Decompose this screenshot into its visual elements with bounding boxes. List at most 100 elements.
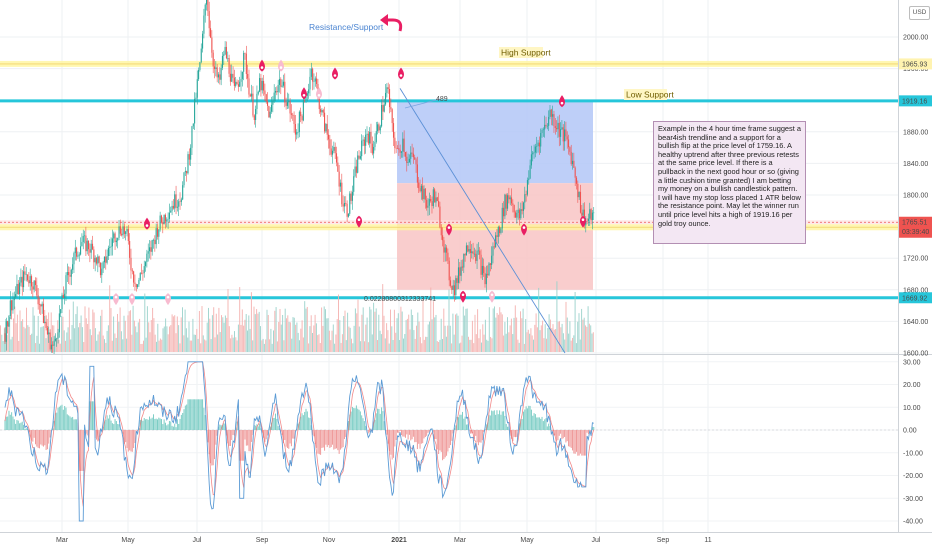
volume-bar xyxy=(496,312,498,352)
osc-histogram-bar xyxy=(566,430,568,442)
candle-body xyxy=(286,102,288,106)
candle-body xyxy=(443,240,445,253)
candle-body xyxy=(391,109,393,124)
osc-histogram-bar xyxy=(501,411,503,430)
osc-histogram-bar xyxy=(141,419,143,430)
osc-histogram-bar xyxy=(321,430,323,448)
volume-bar xyxy=(109,285,111,352)
volume-bar xyxy=(46,318,48,352)
candle-body xyxy=(155,228,157,245)
osc-histogram-bar xyxy=(301,413,303,430)
candle-body xyxy=(118,226,120,238)
osc-histogram-bar xyxy=(245,430,247,446)
candle-body xyxy=(569,147,571,152)
signal-marker[interactable] xyxy=(301,87,307,100)
volume-bar xyxy=(291,338,293,352)
candle-body xyxy=(61,294,63,310)
x-tick-label: 11 xyxy=(704,537,711,544)
candle-body xyxy=(143,266,145,274)
osc-histogram-bar xyxy=(363,421,365,430)
signal-marker-light[interactable] xyxy=(165,293,171,306)
signal-marker-light[interactable] xyxy=(129,293,135,306)
signal-marker[interactable] xyxy=(580,215,586,228)
candle-body xyxy=(103,256,105,263)
candle-body xyxy=(280,79,282,87)
marker-shape xyxy=(446,223,452,236)
candle-body xyxy=(69,275,71,277)
osc-histogram-bar xyxy=(178,423,180,430)
candle-body xyxy=(469,248,471,254)
volume-bar xyxy=(534,324,536,352)
candle-body xyxy=(146,253,148,263)
signal-marker[interactable] xyxy=(446,223,452,236)
currency-badge[interactable]: USD xyxy=(909,6,930,20)
signal-marker-light[interactable] xyxy=(489,290,495,303)
signal-marker-light[interactable] xyxy=(316,87,322,100)
osc-histogram-bar xyxy=(227,430,229,444)
candle-body xyxy=(129,241,131,258)
osc-histogram-bar xyxy=(398,430,400,434)
volume-bar xyxy=(44,309,46,352)
candle-body xyxy=(379,126,381,131)
osc-histogram-bar xyxy=(4,419,6,430)
signal-marker[interactable] xyxy=(144,217,150,230)
candle-body xyxy=(191,126,193,148)
volume-bar xyxy=(139,318,141,352)
candle-body xyxy=(453,285,456,296)
signal-marker[interactable] xyxy=(332,67,338,80)
volume-bar xyxy=(486,339,488,352)
osc-histogram-bar xyxy=(503,411,505,430)
candle-body xyxy=(98,256,100,263)
osc-histogram-bar xyxy=(187,399,189,430)
osc-histogram-bar xyxy=(528,405,530,430)
signal-marker-light[interactable] xyxy=(278,59,284,72)
signal-marker[interactable] xyxy=(460,290,466,303)
volume-bar xyxy=(299,340,300,352)
osc-histogram-bar xyxy=(198,399,200,430)
candle-body xyxy=(403,138,405,153)
osc-histogram-bar xyxy=(285,430,287,447)
volume-bar xyxy=(258,311,260,352)
volume-bar xyxy=(466,308,468,352)
signal-marker[interactable] xyxy=(398,67,404,80)
candle-body xyxy=(553,114,555,127)
volume-bar xyxy=(318,334,320,352)
volume-bar xyxy=(482,324,484,352)
volume-bar xyxy=(18,340,20,352)
osc-histogram-bar xyxy=(211,430,213,466)
candle-body xyxy=(446,247,448,253)
signal-marker[interactable] xyxy=(356,215,362,228)
osc-y-tick-label: -10.00 xyxy=(903,450,923,457)
signal-marker-light[interactable] xyxy=(113,293,119,306)
candle-body xyxy=(406,156,408,163)
candle-body xyxy=(419,188,421,192)
volume-bar xyxy=(518,342,520,352)
candle-body xyxy=(186,171,188,174)
volume-bar xyxy=(447,325,449,352)
volume-bar xyxy=(145,337,147,352)
volume-bar xyxy=(33,315,35,352)
candle-body xyxy=(316,78,318,84)
osc-histogram-bar xyxy=(415,430,417,443)
osc-histogram-bar xyxy=(219,424,221,430)
osc-histogram-bar xyxy=(495,414,497,430)
signal-marker[interactable] xyxy=(521,223,527,236)
marker-dot xyxy=(560,101,564,105)
osc-histogram-bar xyxy=(56,412,58,430)
volume-bar xyxy=(92,309,94,352)
volume-bar xyxy=(469,339,471,352)
candle-body xyxy=(324,112,326,132)
osc-histogram-bar xyxy=(328,430,330,446)
volume-bar xyxy=(328,330,330,352)
osc-histogram-bar xyxy=(562,430,564,439)
candle-body xyxy=(72,264,74,270)
osc-histogram-bar xyxy=(530,409,532,430)
volume-bar xyxy=(351,338,352,352)
volume-bar xyxy=(429,321,430,352)
osc-histogram-bar xyxy=(467,424,469,430)
osc-histogram-bar xyxy=(253,424,255,430)
signal-marker[interactable] xyxy=(259,59,265,72)
signal-marker[interactable] xyxy=(559,95,565,108)
volume-bar xyxy=(564,339,566,352)
